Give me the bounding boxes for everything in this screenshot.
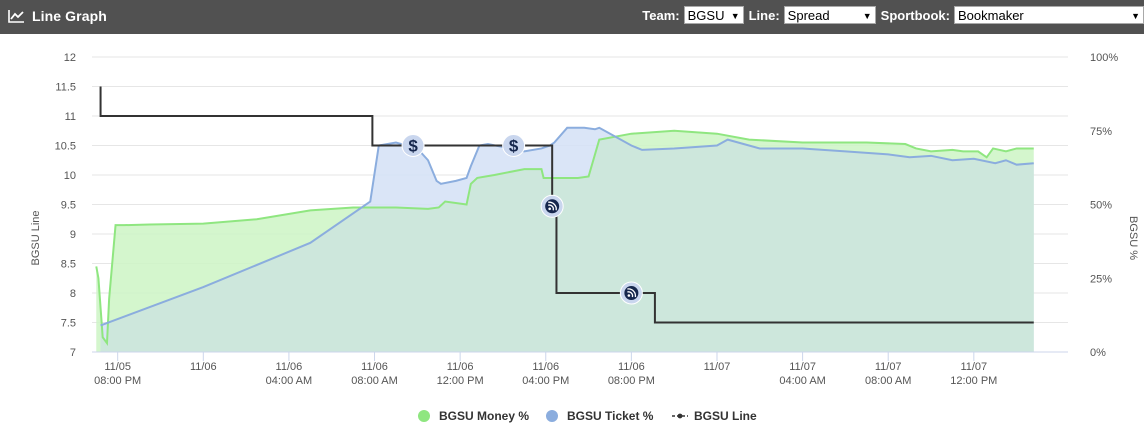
feed-marker-icon	[540, 194, 564, 218]
chart-controls: Team: BGSU ▼ Line: Spread ▼ Sportbook: B…	[642, 6, 1144, 24]
feed-arc	[547, 204, 554, 211]
x-tick-label-time: 04:00 AM	[266, 375, 312, 387]
legend-marker-money	[418, 410, 430, 422]
chart-title-group: Line Graph	[8, 8, 107, 24]
sportsbook-select-value: Bookmaker	[958, 8, 1024, 23]
feed-arc	[627, 288, 637, 298]
line-chart: 7 7.5 8 8.5 9 9.5 10 10.5 11 11.5 12 0% 25% 50% 75% 100…	[30, 52, 1139, 387]
feed-dot	[548, 207, 551, 211]
legend-item-money[interactable]: BGSU Money %	[418, 409, 529, 423]
x-tick-label-date: 11/07	[875, 361, 902, 373]
x-tick-label-date: 11/06	[190, 361, 217, 373]
line-select[interactable]: Spread ▼	[783, 6, 876, 24]
y-tick-label-right: 75%	[1090, 126, 1112, 138]
y-tick-label-left: 11.5	[55, 82, 76, 94]
y-tick-label-right: 0%	[1090, 347, 1106, 359]
sportsbook-label: Sportbook:	[880, 7, 950, 23]
x-tick-label-date: 11/07	[789, 361, 816, 373]
y-tick-label-left: 10.5	[55, 141, 76, 153]
event-markers: $ $	[401, 134, 643, 305]
legend-marker-ticket	[546, 410, 558, 422]
y-tick-label-left: 8	[70, 288, 76, 300]
x-tick-label-time: 12:00 PM	[950, 375, 997, 387]
y-tick-label-left: 11	[65, 111, 76, 123]
line-chart-icon	[8, 10, 24, 23]
y-tick-label-left: 7.5	[61, 318, 76, 330]
x-tick-label-time: 04:00 PM	[522, 375, 569, 387]
team-select[interactable]: BGSU ▼	[683, 6, 744, 24]
ticket-line	[100, 126, 1034, 327]
y-tick-label-right: 50%	[1090, 200, 1112, 212]
x-tick-label-time: 08:00 PM	[94, 375, 141, 387]
legend-label-line: BGSU Line	[694, 409, 757, 423]
x-tick-label-time: 04:00 AM	[779, 375, 825, 387]
x-tick-label-time: 08:00 PM	[608, 375, 655, 387]
feed-arc	[548, 201, 557, 211]
y-tick-label-left: 9.5	[61, 200, 76, 212]
line-select-value: Spread	[787, 8, 830, 23]
x-tick-label-time: 08:00 AM	[865, 375, 911, 387]
overlap-area	[100, 130, 1034, 352]
x-tick-label-date: 11/07	[704, 361, 731, 373]
money-line	[95, 129, 1034, 347]
x-tick-label-time: 08:00 AM	[351, 375, 397, 387]
line-label: Line:	[748, 7, 780, 23]
x-tick-label-date: 11/06	[532, 361, 559, 373]
y-axis-right-title: BGSU %	[1127, 216, 1139, 260]
legend-label-ticket: BGSU Ticket %	[567, 409, 654, 423]
chart-legend: BGSU Money % BGSU Ticket % BGSU Line	[0, 400, 1144, 428]
chart-title: Line Graph	[32, 8, 107, 24]
y-axis-left-title: BGSU Line	[30, 210, 42, 265]
x-tick-label-date: 11/06	[361, 361, 388, 373]
x-tick-label-date: 11/06	[276, 361, 303, 373]
x-tick-label-date: 11/06	[447, 361, 474, 373]
x-tick-label-date: 11/07	[960, 361, 987, 373]
dollar-marker-icon: $	[401, 134, 425, 157]
dollar-marker-icon: $	[502, 134, 526, 157]
y-tick-label-left: 7	[70, 347, 76, 359]
feed-dot	[627, 294, 631, 297]
dollar-sign: $	[408, 137, 418, 156]
y-tick-label-left: 9	[70, 229, 76, 241]
chevron-down-icon: ▼	[862, 11, 872, 21]
legend-label-money: BGSU Money %	[439, 409, 530, 423]
x-tick-label-date: 11/05	[104, 361, 131, 373]
axes: 7 7.5 8 8.5 9 9.5 10 10.5 11 11.5 12 0% 25% 50% 75% 100…	[55, 52, 1119, 387]
y-tick-label-left: 12	[64, 52, 76, 64]
y-tick-label-left: 10	[64, 170, 76, 182]
feed-arc	[627, 291, 634, 298]
dollar-sign: $	[509, 137, 519, 156]
legend-marker-line	[672, 413, 688, 419]
y-tick-label-right: 25%	[1090, 273, 1112, 285]
team-select-value: BGSU	[687, 8, 725, 23]
x-tick-label-time: 12:00 PM	[437, 375, 484, 387]
sportsbook-select[interactable]: Bookmaker ▼	[954, 6, 1144, 24]
marker-badge	[401, 134, 425, 157]
y-tick-label-left: 8.5	[61, 259, 76, 271]
chart-header: Line Graph Team: BGSU ▼ Line: Spread ▼ S…	[0, 0, 1144, 34]
legend-item-line[interactable]: BGSU Line	[672, 409, 757, 423]
team-label: Team:	[642, 7, 680, 23]
chevron-down-icon: ▼	[730, 11, 740, 21]
chevron-down-icon: ▼	[1131, 11, 1140, 21]
series-areas	[96, 127, 1034, 352]
x-tick-label-date: 11/06	[618, 361, 645, 373]
y-tick-label-right: 100%	[1090, 52, 1118, 64]
legend-item-ticket[interactable]: BGSU Ticket %	[546, 409, 653, 423]
feed-marker-icon	[619, 281, 643, 305]
marker-badge	[502, 134, 526, 157]
